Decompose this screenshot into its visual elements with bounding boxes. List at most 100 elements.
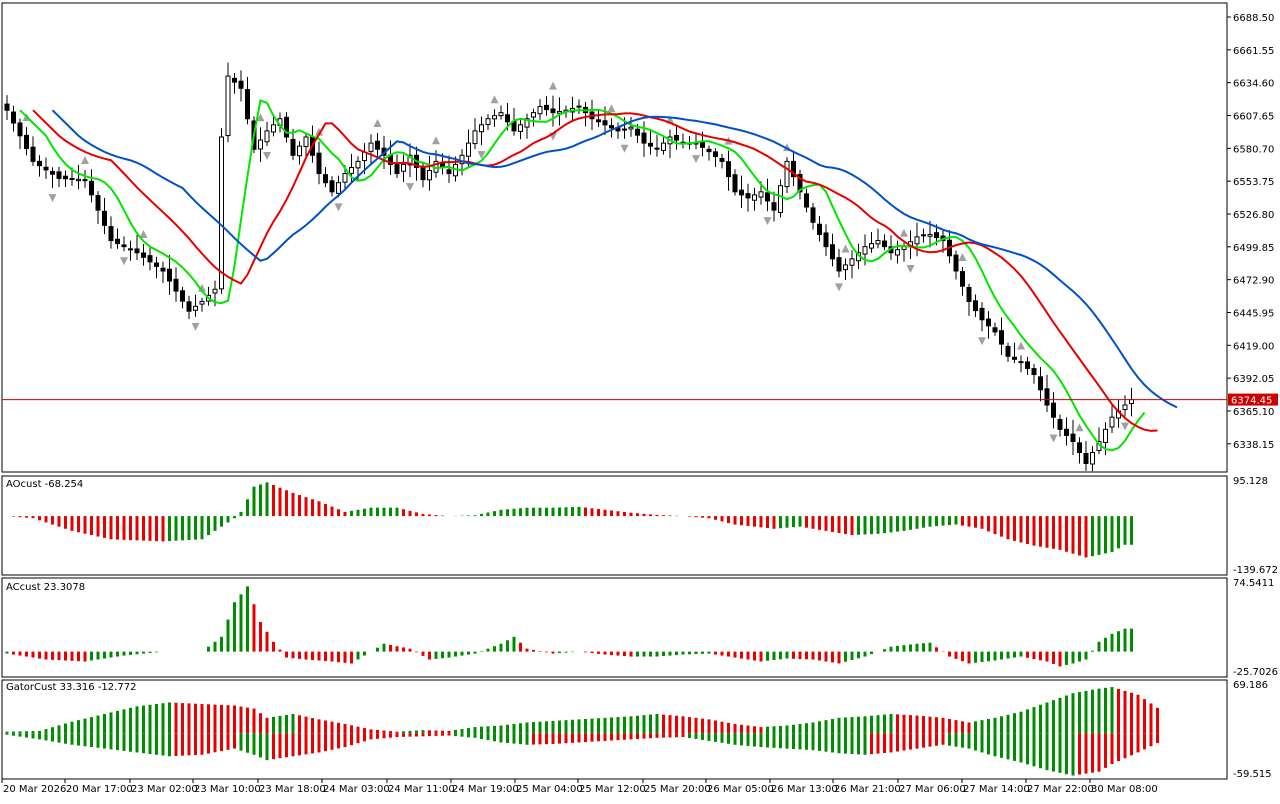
y-tick-label: 6553.75 bbox=[1233, 177, 1274, 188]
candle bbox=[102, 210, 107, 226]
candle bbox=[524, 118, 530, 128]
candle bbox=[927, 233, 933, 237]
candle bbox=[648, 142, 653, 147]
candle bbox=[973, 300, 978, 312]
candle bbox=[921, 234, 926, 237]
candle bbox=[810, 207, 816, 223]
candle bbox=[784, 160, 790, 188]
candle bbox=[121, 244, 127, 248]
candle bbox=[355, 160, 361, 169]
fractal-up-arrow bbox=[139, 229, 148, 238]
candle bbox=[758, 191, 764, 198]
x-tick-label: 24 Mar 11:00 bbox=[388, 784, 455, 795]
candle bbox=[147, 255, 153, 263]
fractal-down-arrow bbox=[835, 283, 843, 292]
current-price-value: 6374.45 bbox=[1231, 396, 1272, 407]
candle bbox=[368, 142, 374, 152]
candle bbox=[576, 105, 582, 108]
candle bbox=[979, 307, 985, 321]
fractal-down-arrow bbox=[620, 144, 629, 153]
y-tick-label: 6607.65 bbox=[1233, 111, 1274, 122]
candle bbox=[290, 138, 296, 156]
candle bbox=[641, 132, 647, 144]
candle bbox=[1044, 388, 1050, 406]
candle bbox=[427, 170, 432, 181]
panel-frame-main bbox=[1, 2, 1228, 473]
fractal-up-arrow bbox=[607, 104, 616, 113]
candle bbox=[401, 163, 406, 172]
candle bbox=[986, 318, 991, 327]
candle bbox=[466, 142, 471, 157]
fractal-down-arrow bbox=[763, 217, 772, 226]
candle bbox=[875, 240, 881, 245]
candle bbox=[407, 154, 413, 166]
x-tick-label: 27 Mar 22:00 bbox=[1027, 784, 1094, 795]
candle bbox=[843, 264, 848, 271]
candle bbox=[342, 173, 348, 183]
candle bbox=[765, 192, 770, 202]
x-tick-label: 26 Mar 21:00 bbox=[834, 784, 901, 795]
candle bbox=[635, 128, 640, 136]
candle bbox=[550, 108, 556, 114]
candle bbox=[745, 193, 751, 199]
candle bbox=[771, 202, 777, 211]
candle bbox=[596, 119, 601, 123]
candle bbox=[30, 146, 36, 162]
candle bbox=[160, 267, 166, 272]
candle bbox=[706, 148, 712, 153]
candle bbox=[836, 257, 842, 272]
candle bbox=[76, 178, 81, 182]
x-tick-label: 27 Mar 14:00 bbox=[963, 784, 1030, 795]
candle bbox=[1057, 419, 1063, 430]
y-tick-label: 6526.80 bbox=[1233, 210, 1274, 221]
x-tick-label: 23 Mar 18:00 bbox=[259, 784, 326, 795]
ao-indicator-label: AOcust -68.254 bbox=[6, 479, 83, 490]
fractal-up-arrow bbox=[256, 113, 265, 122]
candle bbox=[1129, 399, 1134, 404]
fractal-down-arrow bbox=[406, 183, 414, 192]
candle bbox=[966, 287, 972, 302]
indicator-y-max-label: 69.186 bbox=[1233, 680, 1268, 691]
candle bbox=[199, 300, 205, 305]
candle bbox=[726, 161, 731, 178]
candle bbox=[375, 140, 380, 150]
candle bbox=[1018, 361, 1024, 364]
candle bbox=[108, 226, 114, 242]
moving-average-line-2 bbox=[32, 109, 1158, 432]
y-tick-label: 6419.00 bbox=[1233, 341, 1274, 352]
moving-average-line-1 bbox=[19, 99, 1146, 452]
fractal-down-arrow bbox=[1121, 422, 1129, 431]
y-tick-label: 6580.70 bbox=[1233, 144, 1274, 155]
fractal-down-arrow bbox=[978, 337, 986, 346]
panel-frame-gator bbox=[1, 679, 1228, 780]
candle bbox=[56, 171, 62, 179]
candle bbox=[498, 112, 504, 117]
x-tick-label: 26 Mar 05:00 bbox=[707, 784, 774, 795]
candle bbox=[69, 177, 75, 180]
candle bbox=[732, 174, 738, 193]
x-tick-label: 25 Mar 20:00 bbox=[644, 784, 711, 795]
candle bbox=[1038, 376, 1043, 391]
candle bbox=[999, 330, 1004, 345]
candle bbox=[303, 136, 309, 148]
indicator-y-min-label: -139.672 bbox=[1233, 565, 1278, 576]
candle bbox=[492, 115, 497, 120]
ac-indicator-label: ACcust 23.3078 bbox=[6, 582, 85, 593]
fractal-down-arrow bbox=[191, 322, 200, 331]
candle bbox=[50, 170, 55, 175]
x-tick-label: 26 Mar 13:00 bbox=[771, 784, 838, 795]
fractal-down-arrow bbox=[334, 203, 343, 212]
candle bbox=[95, 195, 101, 211]
candle bbox=[316, 152, 322, 175]
candle bbox=[11, 111, 16, 124]
fractal-down-arrow bbox=[477, 151, 486, 160]
candle bbox=[882, 240, 887, 248]
y-tick-label: 6472.90 bbox=[1233, 276, 1274, 287]
candle bbox=[4, 103, 10, 111]
candle bbox=[1077, 442, 1082, 454]
fractal-up-arrow bbox=[81, 155, 89, 164]
candle bbox=[336, 182, 341, 194]
candle bbox=[232, 77, 237, 83]
